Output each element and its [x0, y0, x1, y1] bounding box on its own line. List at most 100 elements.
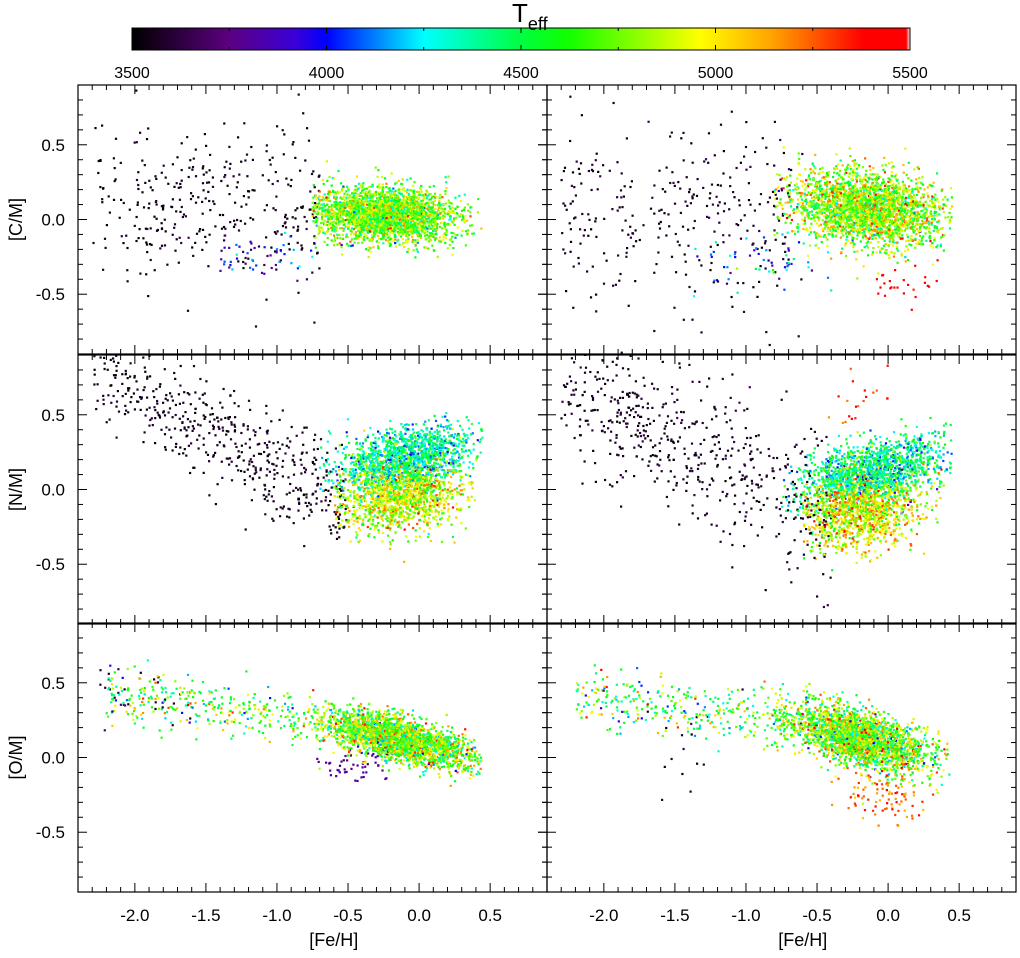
data-point [620, 189, 622, 191]
data-point [732, 191, 734, 193]
data-point [790, 205, 792, 207]
data-point [451, 236, 453, 238]
data-point [404, 199, 406, 201]
data-point [907, 249, 909, 251]
data-point [322, 196, 324, 198]
data-point [337, 170, 339, 172]
data-point [840, 160, 842, 162]
data-point [740, 162, 742, 164]
data-point [205, 197, 207, 199]
data-point [413, 249, 415, 251]
data-point [856, 238, 858, 240]
data-point [445, 181, 447, 183]
data-point [322, 179, 324, 181]
data-point [672, 182, 674, 184]
data-point [426, 195, 428, 197]
data-point [434, 204, 436, 206]
data-point [755, 268, 757, 270]
data-point [860, 240, 862, 242]
data-point [436, 216, 438, 218]
data-point [832, 176, 834, 178]
data-point [943, 250, 945, 252]
data-point [634, 280, 636, 282]
data-point [388, 205, 390, 207]
data-point [819, 171, 821, 173]
data-point [824, 198, 826, 200]
data-point [358, 222, 360, 224]
data-point [377, 176, 379, 178]
data-point [775, 188, 777, 190]
data-point [358, 211, 360, 213]
data-point [419, 216, 421, 218]
data-point [406, 207, 408, 209]
data-point [375, 224, 377, 226]
data-point [929, 215, 931, 217]
data-point [906, 234, 908, 236]
colorbar-tick-label: 4000 [309, 65, 345, 82]
data-point [452, 210, 454, 212]
data-point [818, 225, 820, 227]
data-point [806, 186, 808, 188]
data-point [832, 229, 834, 231]
data-point [440, 241, 442, 243]
data-point [787, 232, 789, 234]
data-point [370, 227, 372, 229]
data-point [394, 183, 396, 185]
data-point [766, 163, 768, 165]
data-point [449, 244, 451, 246]
data-point [408, 210, 410, 212]
data-point [336, 220, 338, 222]
data-point [872, 247, 874, 249]
data-point [382, 183, 384, 185]
data-point [208, 200, 210, 202]
data-point [809, 245, 811, 247]
data-point [871, 238, 873, 240]
data-point [724, 202, 726, 204]
data-point [917, 211, 919, 213]
data-point [313, 210, 315, 212]
data-point [153, 216, 155, 218]
data-point [819, 212, 821, 214]
data-point [104, 76, 106, 78]
data-point [939, 208, 941, 210]
data-point [314, 237, 316, 239]
data-point [223, 122, 225, 124]
data-point [366, 209, 368, 211]
data-point [723, 150, 725, 152]
data-point [392, 215, 394, 217]
data-point [788, 259, 790, 261]
data-point [894, 269, 896, 271]
data-point [417, 235, 419, 237]
data-point [375, 191, 377, 193]
data-point [731, 296, 733, 298]
data-point [203, 174, 205, 176]
data-point [101, 125, 103, 127]
data-point [719, 201, 721, 203]
data-point [339, 191, 341, 193]
data-point [790, 222, 792, 224]
data-point [357, 188, 359, 190]
data-point [603, 252, 605, 254]
data-point [425, 247, 427, 249]
data-point [758, 281, 760, 283]
data-point [331, 226, 333, 228]
data-point [808, 234, 810, 236]
data-point [449, 224, 451, 226]
data-point [836, 172, 838, 174]
data-point [830, 185, 832, 187]
data-point [352, 244, 354, 246]
data-point [182, 216, 184, 218]
data-point [835, 235, 837, 237]
data-point [330, 222, 332, 224]
data-point [903, 186, 905, 188]
data-point [426, 197, 428, 199]
data-point [247, 258, 249, 260]
data-point [415, 245, 417, 247]
data-point [726, 266, 728, 268]
data-point [395, 246, 397, 248]
data-point [821, 241, 823, 243]
data-point [377, 247, 379, 249]
data-point [353, 200, 355, 202]
data-point [423, 213, 425, 215]
data-point [346, 234, 348, 236]
